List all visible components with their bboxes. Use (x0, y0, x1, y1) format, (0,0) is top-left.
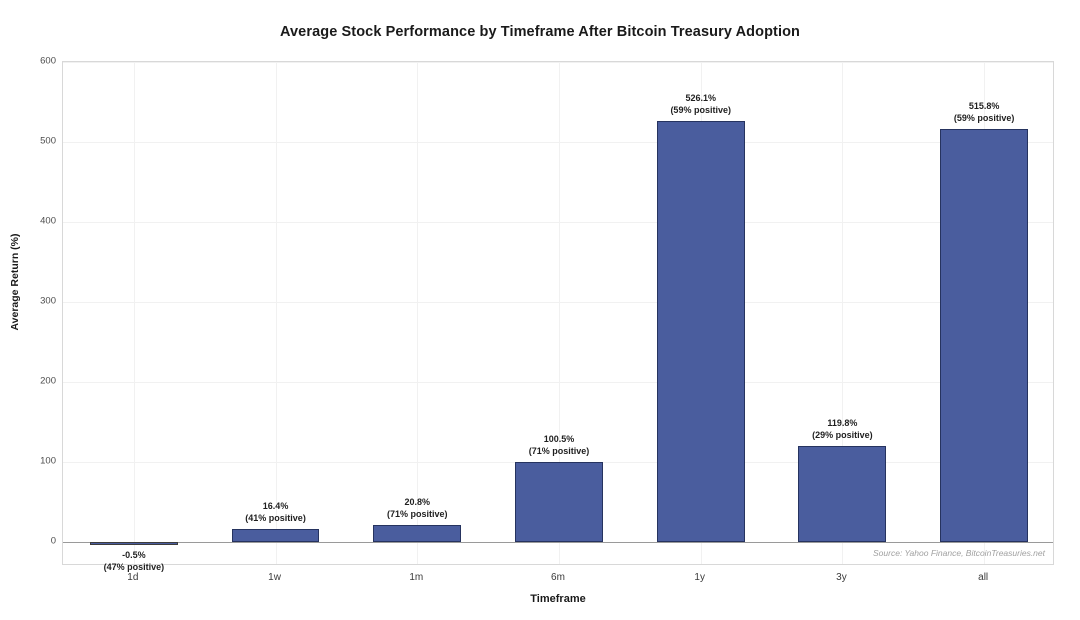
bar-value-text: 20.8% (404, 497, 431, 508)
bar-value-text: 100.5% (543, 433, 575, 444)
y-axis-tick-labels: 0 100 200 300 400 500 600 (0, 56, 56, 565)
bar-1d[interactable] (89, 542, 178, 545)
x-axis-tick-labels: 1d 1w 1m 6m 1y 3y all (62, 572, 1054, 588)
plot-area: -0.5% (47% positive) 16.4% (41% positive) 20… (62, 61, 1054, 572)
bar-1w[interactable] (231, 528, 320, 542)
zero-baseline (63, 542, 1053, 543)
bar-label-6m: 100.5% (71% positive) (479, 433, 639, 457)
bar-1y[interactable] (656, 121, 745, 542)
bar-positive-rate-text: (47% positive) (103, 562, 165, 572)
x-axis-tick-label-1m: 1m (409, 572, 424, 583)
x-axis-tick-label-3y: 3y (836, 572, 847, 583)
source-annotation: Source: Yahoo Finance, BitcoinTreasuries… (873, 548, 1045, 558)
chart-title: Average Stock Performance by Timeframe A… (279, 24, 800, 40)
x-axis-tick-label-all: all (978, 572, 989, 583)
bar-positive-rate-text: (71% positive) (387, 509, 448, 520)
x-axis-tick-label-1w: 1w (268, 572, 281, 583)
gridline-vertical (417, 62, 419, 564)
bar-value-text: 119.8% (827, 418, 858, 429)
gridline-vertical (275, 62, 277, 564)
gridline-vertical (133, 62, 135, 564)
bar-6m[interactable] (515, 461, 603, 542)
x-axis-tick-label-1d: 1d (127, 572, 139, 583)
gridline-horizontal (63, 142, 1053, 143)
gridline-horizontal (63, 382, 1053, 383)
y-axis-tick-label: 300 (40, 295, 56, 307)
bar-label-1m: 20.8% (71% positive) (337, 496, 497, 520)
gridline-horizontal (63, 222, 1053, 223)
x-axis-title: Timeframe (530, 593, 586, 605)
bar-label-1w: 16.4% (41% positive) (196, 500, 356, 524)
bar-positive-rate-text: (71% positive) (528, 445, 590, 456)
bar-3y[interactable] (798, 446, 887, 542)
bar-1m[interactable] (373, 525, 462, 542)
y-axis-tick-label: 400 (40, 215, 56, 227)
bar-value-text: 16.4% (262, 500, 289, 511)
bar-positive-rate-text: (59% positive) (953, 113, 1015, 124)
bar-label-3y: 119.8% (29% positive) (762, 417, 922, 441)
bar-label-1d: -0.5% (47% positive) (54, 549, 214, 573)
bar-label-all: 515.8% (59% positive) (904, 100, 1064, 124)
y-axis-tick-label: 600 (40, 55, 56, 67)
bar-positive-rate-text: (29% positive) (812, 430, 873, 441)
gridline-horizontal (63, 302, 1053, 303)
y-axis-tick-label: 200 (40, 375, 56, 387)
gridline-horizontal (63, 62, 1053, 63)
bar-value-text: 515.8% (968, 101, 1000, 112)
gridline-vertical (842, 62, 844, 564)
bar-all[interactable] (940, 129, 1029, 542)
y-axis-tick-label: 500 (40, 135, 56, 147)
y-axis-tick-label: 100 (40, 455, 56, 467)
bar-positive-rate-text: (59% positive) (670, 105, 731, 116)
x-axis-tick-label-1y: 1y (694, 572, 705, 583)
bar-value-text: -0.5% (122, 550, 146, 560)
gridline-vertical (559, 62, 560, 564)
x-axis-tick-label-6m: 6m (551, 572, 565, 583)
bar-label-1y: 526.1% (59% positive) (621, 92, 781, 116)
bar-value-text: 526.1% (685, 93, 716, 104)
y-axis-tick-label: 0 (50, 535, 56, 547)
bar-positive-rate-text: (41% positive) (245, 512, 306, 523)
